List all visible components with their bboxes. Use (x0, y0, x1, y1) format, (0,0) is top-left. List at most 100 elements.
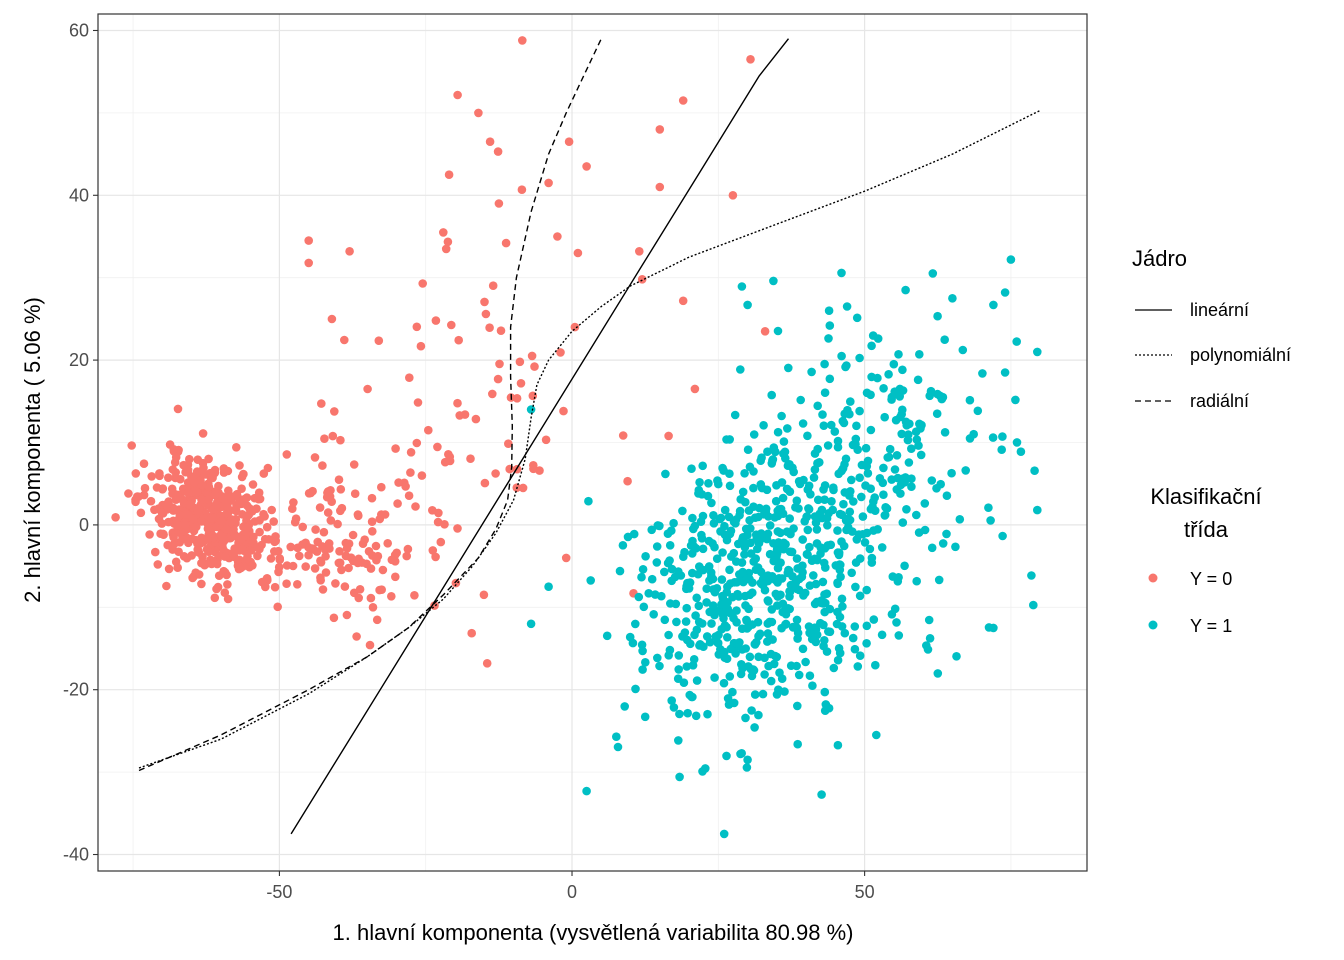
data-point (772, 690, 782, 699)
data-point (682, 635, 692, 645)
data-point (529, 464, 538, 474)
data-point (749, 467, 758, 476)
data-point (724, 512, 734, 522)
data-point (806, 490, 815, 499)
data-point (782, 527, 792, 536)
data-point (638, 565, 648, 574)
data-point (847, 568, 856, 578)
grid-minor (98, 14, 1087, 871)
data-point (405, 373, 414, 383)
data-point (387, 592, 396, 601)
data-point (719, 678, 729, 688)
data-point (812, 525, 822, 534)
data-point (428, 506, 437, 515)
data-point (714, 630, 723, 640)
data-point (267, 505, 277, 515)
data-point (769, 556, 778, 566)
data-point (746, 549, 756, 558)
data-point (799, 475, 808, 485)
data-point (895, 392, 904, 401)
data-point (792, 615, 802, 625)
data-point (712, 584, 722, 593)
data-point (822, 514, 832, 523)
data-point (877, 630, 887, 640)
data-point (926, 386, 936, 396)
data-point (192, 467, 202, 476)
data-point (336, 485, 346, 494)
data-point (649, 610, 658, 619)
data-point (231, 505, 240, 515)
data-point (902, 505, 911, 514)
data-point (854, 530, 864, 539)
data-point (168, 465, 178, 474)
data-point (792, 584, 802, 594)
data-point (127, 441, 136, 450)
data-point (391, 444, 400, 453)
data-point (197, 495, 206, 505)
data-point (248, 561, 257, 570)
data-point (320, 434, 329, 444)
data-point (342, 610, 352, 620)
data-point (254, 488, 264, 498)
data-point (834, 469, 843, 479)
data-point (815, 458, 824, 467)
data-point (799, 591, 808, 600)
data-point (328, 431, 338, 441)
data-point (736, 749, 745, 759)
data-point (803, 525, 813, 535)
data-point (872, 730, 881, 740)
data-point (763, 637, 772, 646)
data-point (879, 384, 888, 393)
data-point (207, 514, 216, 523)
data-point (158, 529, 168, 539)
data-point (453, 524, 462, 533)
data-point (185, 500, 194, 509)
data-point (210, 593, 220, 603)
data-point (689, 655, 699, 664)
data-point (453, 90, 462, 100)
data-point (488, 281, 498, 291)
data-point (688, 692, 697, 702)
data-point (485, 323, 494, 333)
data-point (416, 341, 426, 351)
y-tick-label: 20 (69, 350, 89, 370)
data-point (631, 619, 640, 629)
data-point (754, 652, 763, 662)
data-point (849, 497, 858, 506)
data-point (675, 772, 684, 782)
data-point (553, 232, 562, 241)
data-point (719, 829, 729, 839)
data-point (168, 488, 178, 497)
data-point (340, 335, 349, 345)
data-point (665, 645, 675, 655)
data-point (402, 551, 412, 561)
data-point (747, 706, 756, 715)
data-point (887, 610, 897, 619)
data-point (798, 419, 808, 428)
data-point (870, 493, 879, 502)
data-point (736, 495, 745, 504)
data-point (850, 622, 860, 631)
data-point (887, 395, 896, 404)
data-point (647, 574, 657, 584)
data-point (722, 587, 732, 597)
data-point (863, 456, 873, 466)
data-point (880, 412, 889, 422)
data-point (745, 516, 754, 525)
data-point (1000, 288, 1010, 297)
data-point (897, 409, 906, 419)
data-point (718, 548, 727, 557)
data-point (197, 480, 207, 490)
data-point (840, 628, 850, 638)
data-point (744, 604, 753, 614)
data-point (729, 548, 739, 558)
data-point (139, 459, 149, 469)
data-point (805, 581, 815, 590)
data-point (439, 228, 448, 237)
data-point (819, 421, 829, 431)
data-point (705, 576, 714, 585)
data-point (889, 359, 899, 369)
data-point (829, 663, 839, 673)
data-point (274, 567, 283, 577)
data-point (223, 594, 233, 604)
